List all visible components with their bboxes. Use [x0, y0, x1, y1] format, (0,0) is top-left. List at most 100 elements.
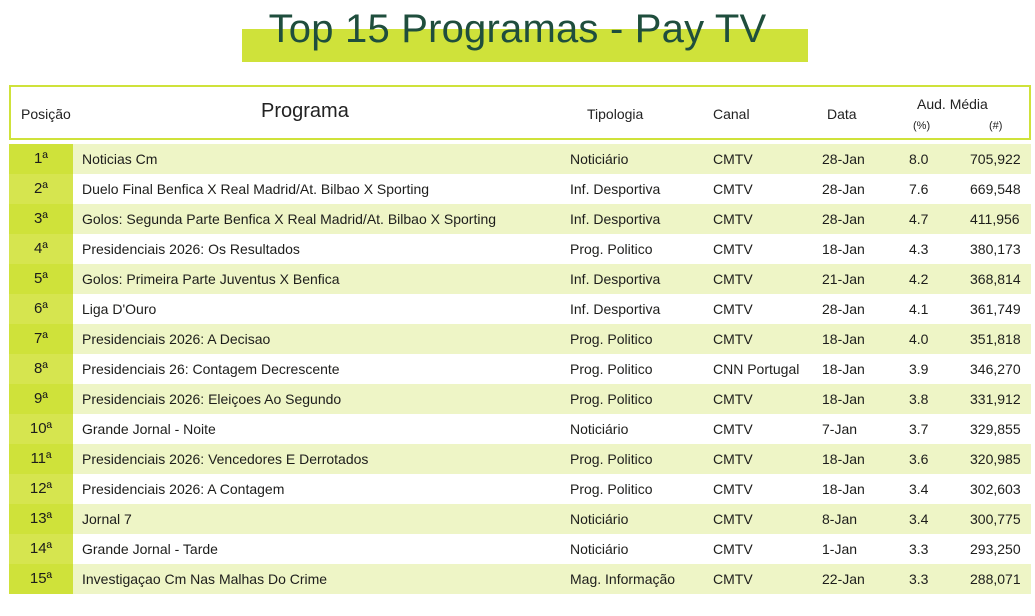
cell-posicao: 5ª — [9, 264, 73, 294]
header-canal: Canal — [713, 106, 750, 122]
table-row: 7ª Presidenciais 2026: A Decisao Prog. Pol… — [9, 324, 1031, 354]
cell-aud-num: 300,775 — [970, 511, 1021, 527]
table-row: 6ª Liga D'Ouro Inf. Desportiva CMTV 28-Jan 4.… — [9, 294, 1031, 324]
table-row: 1ª Noticias Cm Noticiário CMTV 28-Jan 8.0 705,… — [9, 144, 1031, 174]
cell-aud-num: 346,270 — [970, 361, 1021, 377]
title-area: Top 15 Programas - Pay TV — [0, 0, 1035, 70]
cell-tipologia: Prog. Politico — [570, 241, 653, 257]
cell-aud-num: 331,912 — [970, 391, 1021, 407]
header-aud-media: Aud. Média — [917, 96, 988, 112]
cell-canal: CMTV — [713, 451, 753, 467]
cell-aud-pct: 4.2 — [909, 271, 929, 287]
cell-tipologia: Noticiário — [570, 541, 629, 557]
cell-canal: CMTV — [713, 571, 753, 587]
cell-programa: Grande Jornal - Tarde — [82, 541, 218, 557]
cell-canal: CMTV — [713, 331, 753, 347]
header-programa: Programa — [261, 100, 349, 122]
cell-data: 18-Jan — [822, 481, 865, 497]
cell-programa: Liga D'Ouro — [82, 301, 157, 317]
cell-posicao: 4ª — [9, 234, 73, 264]
cell-aud-pct: 3.8 — [909, 391, 929, 407]
cell-data: 8-Jan — [822, 511, 858, 527]
cell-canal: CMTV — [713, 481, 753, 497]
cell-programa: Presidenciais 2026: A Decisao — [82, 331, 271, 347]
cell-aud-pct: 3.9 — [909, 361, 929, 377]
cell-canal: CMTV — [713, 211, 753, 227]
cell-aud-pct: 3.4 — [909, 511, 929, 527]
cell-data: 28-Jan — [822, 211, 865, 227]
cell-canal: CMTV — [713, 391, 753, 407]
header-num: (#) — [989, 120, 1003, 132]
cell-tipologia: Prog. Politico — [570, 481, 653, 497]
cell-posicao: 11ª — [9, 444, 73, 474]
cell-posicao: 12ª — [9, 474, 73, 504]
cell-programa: Presidenciais 2026: Eleiçoes Ao Segundo — [82, 391, 342, 407]
table-row: 4ª Presidenciais 2026: Os Resultados Prog.… — [9, 234, 1031, 264]
cell-aud-num: 411,956 — [970, 211, 1020, 227]
cell-programa: Grande Jornal - Noite — [82, 421, 216, 437]
cell-aud-num: 705,922 — [970, 151, 1021, 167]
table-body: 1ª Noticias Cm Noticiário CMTV 28-Jan 8.0 705,… — [9, 144, 1031, 594]
cell-aud-pct: 3.4 — [909, 481, 929, 497]
cell-posicao: 14ª — [9, 534, 73, 564]
cell-programa: Golos: Primeira Parte Juventus X Benfica — [82, 271, 340, 287]
cell-canal: CMTV — [713, 181, 753, 197]
cell-data: 21-Jan — [822, 271, 865, 287]
table-row: 12ª Presidenciais 2026: A Contagem Prog. P… — [9, 474, 1031, 504]
cell-aud-num: 320,985 — [970, 451, 1021, 467]
table-row: 15ª Investigaçao Cm Nas Malhas Do Crime Ma… — [9, 564, 1031, 594]
cell-posicao: 7ª — [9, 324, 73, 354]
cell-aud-num: 302,603 — [970, 481, 1021, 497]
cell-tipologia: Inf. Desportiva — [570, 271, 661, 287]
cell-aud-pct: 3.3 — [909, 541, 929, 557]
cell-programa: Presidenciais 2026: Os Resultados — [82, 241, 300, 257]
cell-data: 1-Jan — [822, 541, 858, 557]
cell-tipologia: Prog. Politico — [570, 391, 653, 407]
cell-data: 18-Jan — [822, 331, 865, 347]
header-pct: (%) — [913, 120, 931, 132]
cell-aud-num: 669,548 — [970, 181, 1021, 197]
cell-canal: CMTV — [713, 511, 753, 527]
cell-aud-pct: 4.3 — [909, 241, 929, 257]
cell-canal: CMTV — [713, 241, 753, 257]
table-row: 9ª Presidenciais 2026: Eleiçoes Ao Segund… — [9, 384, 1031, 414]
cell-aud-pct: 4.0 — [909, 331, 929, 347]
cell-data: 28-Jan — [822, 151, 865, 167]
cell-posicao: 1ª — [9, 144, 73, 174]
cell-aud-pct: 4.7 — [909, 211, 929, 227]
cell-aud-pct: 4.1 — [909, 301, 929, 317]
cell-aud-num: 288,071 — [970, 571, 1021, 587]
cell-programa: Presidenciais 26: Contagem Decrescente — [82, 361, 340, 377]
header-tipologia: Tipologia — [587, 106, 644, 122]
cell-programa: Duelo Final Benfica X Real Madrid/At. Bi… — [82, 181, 430, 197]
title-highlight-bar — [242, 29, 808, 62]
cell-programa: Golos: Segunda Parte Benfica X Real Madr… — [82, 211, 497, 227]
cell-canal: CMTV — [713, 301, 753, 317]
cell-tipologia: Noticiário — [570, 421, 629, 437]
cell-tipologia: Prog. Politico — [570, 331, 653, 347]
cell-data: 28-Jan — [822, 181, 865, 197]
table-row: 14ª Grande Jornal - Tarde Noticiário CMTV 1-… — [9, 534, 1031, 564]
table-row: 5ª Golos: Primeira Parte Juventus X Benfi… — [9, 264, 1031, 294]
cell-posicao: 9ª — [9, 384, 73, 414]
cell-programa: Presidenciais 2026: A Contagem — [82, 481, 285, 497]
cell-canal: CMTV — [713, 271, 753, 287]
cell-canal: CNN Portugal — [713, 361, 800, 377]
cell-aud-pct: 7.6 — [909, 181, 929, 197]
cell-data: 18-Jan — [822, 241, 865, 257]
cell-aud-num: 329,855 — [970, 421, 1021, 437]
header-data: Data — [827, 106, 857, 122]
header-posicao: Posição — [21, 106, 71, 122]
table-row: 13ª Jornal 7 Noticiário CMTV 8-Jan 3.4 300,775 — [9, 504, 1031, 534]
cell-tipologia: Prog. Politico — [570, 451, 653, 467]
ranking-table: Posição Programa Tipologia Canal Data Au… — [9, 85, 1031, 594]
cell-canal: CMTV — [713, 421, 753, 437]
cell-tipologia: Noticiário — [570, 511, 629, 527]
cell-posicao: 8ª — [9, 354, 73, 384]
table-row: 11ª Presidenciais 2026: Vencedores E Derr… — [9, 444, 1031, 474]
cell-aud-pct: 3.6 — [909, 451, 929, 467]
cell-programa: Noticias Cm — [82, 151, 158, 167]
cell-programa: Investigaçao Cm Nas Malhas Do Crime — [82, 571, 328, 587]
cell-data: 18-Jan — [822, 391, 865, 407]
cell-tipologia: Inf. Desportiva — [570, 301, 661, 317]
